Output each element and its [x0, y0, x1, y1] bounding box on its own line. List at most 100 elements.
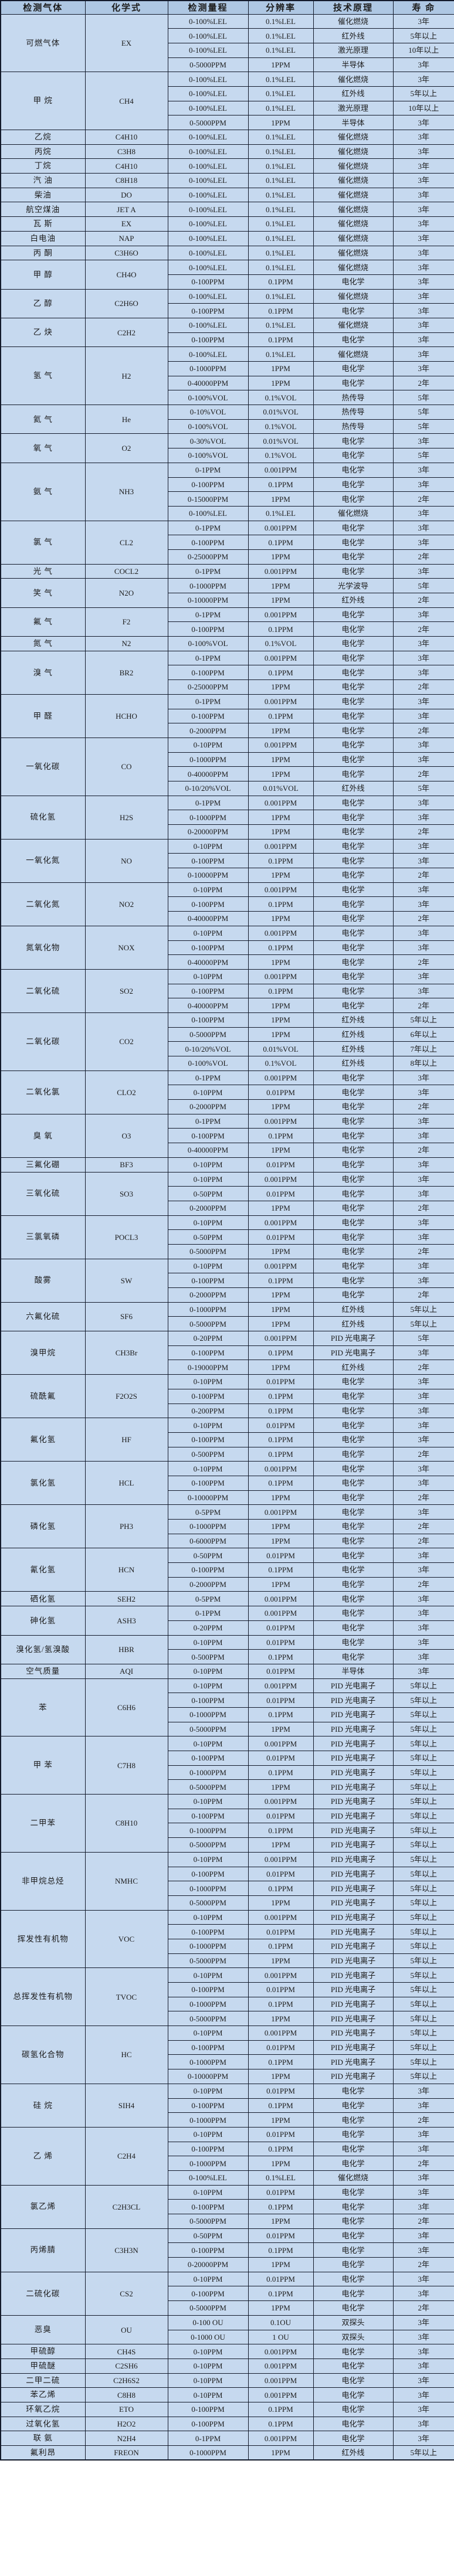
table-row: 0-200PPM 0.1PPM 电化学 3年 — [1, 1403, 454, 1419]
resolution-cell: 0.1PPM — [248, 1765, 314, 1780]
resolution-cell: 0.001PPM — [248, 650, 314, 666]
lifespan-cell: 3年 — [392, 1229, 454, 1245]
table-row: 0-19000PPM 1PPM 红外线 2年 — [1, 1360, 454, 1375]
principle-cell: 电化学 — [313, 361, 394, 376]
lifespan-cell: 2年 — [392, 2257, 454, 2272]
gas-name-cell: 甲 烷 — [0, 72, 86, 130]
gas-name-cell: 砷化氢 — [0, 1606, 86, 1636]
principle-cell: 红外线 — [313, 1012, 394, 1028]
resolution-cell: 0.1PPM — [248, 1128, 314, 1144]
lifespan-cell: 2年 — [392, 1099, 454, 1114]
range-cell: 0-100PPM — [167, 332, 249, 348]
range-cell: 0-10000PPM — [167, 1490, 249, 1506]
resolution-cell: 1PPM — [248, 1012, 314, 1028]
table-row: 二甲二硫 C2H6S2 0-10PPM 0.001PPM 电化学 3年 — [0, 2373, 454, 2388]
table-row: 酸雾 SW 0-10PPM 0.001PPM 电化学 3年 — [0, 1258, 454, 1303]
range-cell: 0-100%VOL — [167, 636, 249, 651]
lifespan-cell: 3年 — [392, 1374, 454, 1389]
range-cell: 0-500PPM — [167, 1446, 249, 1462]
chemical-formula-cell: CL2 — [84, 520, 168, 565]
table-row: 氟利昂 FREON 0-1000PPM 1PPM 红外线 5年以上 — [0, 2445, 454, 2461]
lifespan-cell: 3年 — [392, 2373, 454, 2388]
lifespan-cell: 5年 — [392, 405, 454, 420]
resolution-cell: 0.001PPM — [248, 1591, 314, 1607]
lifespan-cell: 5年以上 — [392, 1794, 454, 1809]
range-cell: 0-100%LEL — [167, 346, 249, 362]
chemical-formula-cell: HBR — [84, 1634, 168, 1664]
lifespan-cell: 3年 — [392, 2286, 454, 2302]
resolution-cell: 0.001PPM — [248, 2387, 314, 2402]
principle-cell: 催化燃烧 — [313, 245, 394, 261]
principle-cell: 电化学 — [313, 2098, 394, 2113]
lifespan-cell: 3年 — [392, 2228, 454, 2244]
range-cell: 0-5000PPM — [167, 1243, 249, 1259]
chemical-formula-cell: CLO2 — [84, 1070, 168, 1114]
gas-name-cell: 二硫化碳 — [0, 2271, 86, 2316]
range-cell: 0-100%LEL — [167, 100, 249, 116]
chemical-formula-cell: SEH2 — [84, 1591, 168, 1607]
table-row: 丙 酮 C3H6O 0-100%LEL 0.1%LEL 催化燃烧 3年 — [0, 245, 454, 261]
table-row: 0-5000PPM 1PPM 电化学 2年 — [1, 1243, 454, 1259]
chemical-formula-cell: HCN — [84, 1548, 168, 1592]
lifespan-cell: 3年 — [392, 1548, 454, 1564]
range-cell: 0-20PPM — [167, 1620, 249, 1636]
range-cell: 0-40000PPM — [167, 1143, 249, 1158]
range-cell: 0-1000PPM — [167, 2156, 249, 2171]
resolution-cell: 0.1%LEL — [248, 158, 314, 174]
range-cell: 0-1000PPM — [167, 752, 249, 767]
chemical-formula-cell: O2 — [84, 433, 168, 463]
gas-name-cell: 氯 气 — [0, 520, 86, 565]
resolution-cell: 0.01PPM — [248, 1808, 314, 1824]
lifespan-cell: 3年 — [392, 1562, 454, 1578]
principle-cell: 红外线 — [313, 86, 394, 101]
range-cell: 0-25000PPM — [167, 549, 249, 565]
range-cell: 0-100PPM — [167, 1388, 249, 1404]
table-row: 二硫化碳 CS2 0-10PPM 0.01PPM 电化学 3年 — [0, 2271, 454, 2316]
table-row: 0-100PPM 0.01PPM PID 光电离子 5年以上 — [1, 2040, 454, 2055]
table-row: 0-1000PPM 0.1PPM PID 光电离子 5年以上 — [1, 1996, 454, 2012]
table-row: 溴化氢/氢溴酸 HBR 0-10PPM 0.01PPM 电化学 3年 — [0, 1634, 454, 1664]
chemical-formula-cell: NO2 — [84, 882, 168, 926]
range-cell: 0-200PPM — [167, 1403, 249, 1419]
resolution-cell: 0.001PPM — [248, 1113, 314, 1129]
lifespan-cell: 3年 — [392, 1475, 454, 1491]
lifespan-cell: 5年以上 — [392, 1012, 454, 1028]
principle-cell: 催化燃烧 — [313, 260, 394, 275]
principle-cell: 双探头 — [313, 2329, 394, 2345]
table-row: 0-5000PPM 1PPM 红外线 6年以上 — [1, 1027, 454, 1042]
principle-cell: PID 光电离子 — [313, 1751, 394, 1766]
gas-name-cell: 酸雾 — [0, 1258, 86, 1303]
range-cell: 0-100%LEL — [167, 317, 249, 333]
range-cell: 0-10PPM — [167, 925, 249, 941]
range-cell: 0-10PPM — [167, 2271, 249, 2287]
lifespan-cell: 3年 — [392, 694, 454, 709]
range-cell: 0-100PPM — [167, 1345, 249, 1361]
resolution-cell: 0.001PPM — [248, 1794, 314, 1809]
lifespan-cell: 3年 — [392, 737, 454, 753]
resolution-cell: 0.1%LEL — [248, 317, 314, 333]
range-cell: 0-10PPM — [167, 2373, 249, 2388]
lifespan-cell: 5年以上 — [392, 2069, 454, 2084]
lifespan-cell: 2年 — [392, 1519, 454, 1534]
gas-name-cell: 苯 — [0, 1678, 86, 1737]
range-cell: 0-10PPM — [167, 1215, 249, 1231]
lifespan-cell: 3年 — [392, 968, 454, 984]
table-row: 碳氢化合物 HC 0-10PPM 0.001PPM PID 光电离子 5年以上 — [0, 2026, 454, 2084]
table-row: 二氧化氮 NO2 0-10PPM 0.001PPM 电化学 3年 — [0, 882, 454, 926]
lifespan-cell: 3年 — [392, 2401, 454, 2417]
lifespan-cell: 5年以上 — [392, 2445, 454, 2461]
gas-name-cell: 溴甲烷 — [0, 1331, 86, 1375]
range-cell: 0-10PPM — [167, 1157, 249, 1173]
lifespan-cell: 3年 — [392, 2170, 454, 2186]
range-cell: 0-2000PPM — [167, 723, 249, 738]
gas-name-cell: 航空煤油 — [0, 202, 86, 218]
table-row: 0-100PPM 0.01PPM PID 光电离子 5年以上 — [1, 1866, 454, 1882]
range-cell: 0-40000PPM — [167, 998, 249, 1013]
table-row: 砷化氢 ASH3 0-1PPM 0.001PPM 电化学 3年 — [0, 1606, 454, 1636]
gas-name-cell: 甲 苯 — [0, 1736, 86, 1795]
lifespan-cell: 5年以上 — [392, 1678, 454, 1694]
range-cell: 0-10PPM — [167, 1374, 249, 1389]
resolution-cell: 0.1PPM — [248, 853, 314, 869]
principle-cell: 电化学 — [313, 2141, 394, 2157]
gas-name-cell: 二氧化碳 — [0, 1012, 86, 1071]
